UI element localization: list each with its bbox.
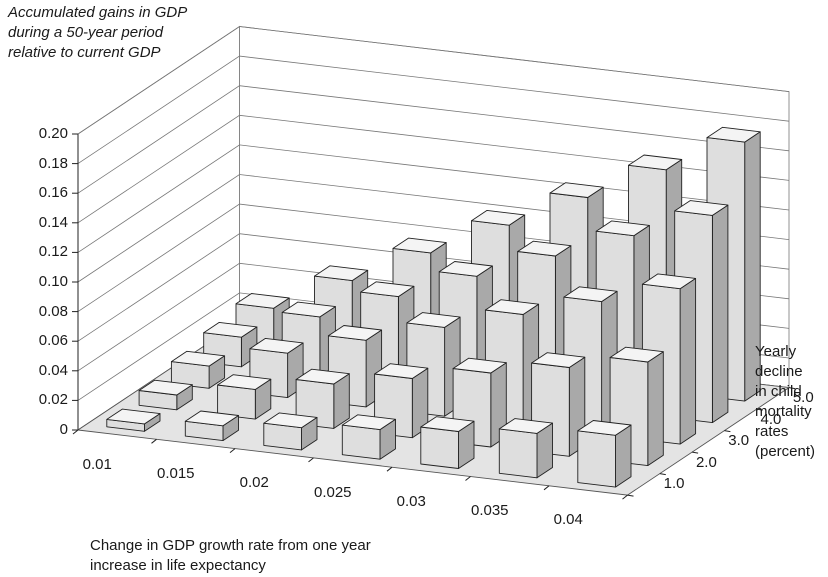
bar-3.0-0.015 <box>249 337 304 399</box>
x-tick-mark <box>72 429 79 435</box>
z-tick-label: 0.06 <box>38 332 68 350</box>
z-tick-label: 0.10 <box>38 273 68 290</box>
x-tick-mark <box>151 438 157 444</box>
z-tick-label: 0.12 <box>38 243 68 261</box>
bar-1.0-0.015 <box>184 410 239 442</box>
y-tick-mark <box>659 473 666 476</box>
gridline <box>77 26 790 135</box>
y-tick-label: 4.0 <box>760 410 782 428</box>
y-tick-label: 5.0 <box>792 389 814 407</box>
bar-1.0-0.02 <box>263 412 318 451</box>
bar-1.0-0.04 <box>577 420 632 488</box>
y-tick-label: 2.0 <box>695 453 717 471</box>
x-tick-mark <box>465 476 471 481</box>
y-tick-mark <box>724 430 731 433</box>
y-tick-mark <box>756 408 763 411</box>
y-axis-title: Yearly decline in child mortality rates … <box>755 343 816 460</box>
x-tick-label: 0.015 <box>156 464 195 482</box>
z-axis-title: Accumulated gains in GDP during a 50-yea… <box>8 4 188 61</box>
x-tick-mark <box>622 494 628 500</box>
z-tick-label: 0.14 <box>38 213 68 231</box>
bar-1.0-0.03 <box>420 416 475 469</box>
bar-1.0-0.025 <box>341 414 396 460</box>
gridline <box>77 55 790 164</box>
x-tick-label: 0.02 <box>239 474 269 492</box>
x-tick-mark <box>229 448 236 453</box>
bar-2.0-0.015 <box>217 374 272 420</box>
x-tick-label: 0.035 <box>470 502 509 520</box>
y-tick-mark <box>627 494 634 497</box>
z-tick-label: 0.20 <box>38 125 68 142</box>
bar-1.0-0.01 <box>106 408 161 432</box>
z-tick-label: 0.08 <box>38 302 68 320</box>
z-tick-label: 0.16 <box>38 184 68 202</box>
z-tick-label: 0.04 <box>38 361 68 379</box>
y-tick-label: 3.0 <box>728 432 750 450</box>
x-tick-label: 0.03 <box>396 492 426 510</box>
z-tick-label: 0.02 <box>38 391 68 409</box>
gridline <box>77 85 790 194</box>
x-tick-label: 0.025 <box>313 483 352 501</box>
z-tick-label: 0.18 <box>38 154 68 172</box>
bar-2.0-0.01 <box>138 379 193 411</box>
x-tick-label: 0.04 <box>553 511 583 529</box>
gridline <box>77 144 790 253</box>
x-tick-label: 0.01 <box>82 455 112 473</box>
z-tick-label: 0 <box>59 421 68 438</box>
y-tick-mark <box>692 451 699 454</box>
gridline <box>77 174 790 283</box>
x-tick-mark <box>308 457 314 463</box>
bar-3.0-0.01 <box>170 350 226 389</box>
x-tick-mark <box>386 466 393 472</box>
y-tick-mark <box>788 387 796 390</box>
bar-2.0-0.02 <box>295 368 350 429</box>
bar-1.0-0.035 <box>498 418 553 479</box>
x-axis-title: Change in GDP growth rate from one year … <box>90 537 371 574</box>
y-tick-label: 1.0 <box>663 475 685 493</box>
x-tick-mark <box>543 485 550 491</box>
gridline <box>77 114 790 224</box>
